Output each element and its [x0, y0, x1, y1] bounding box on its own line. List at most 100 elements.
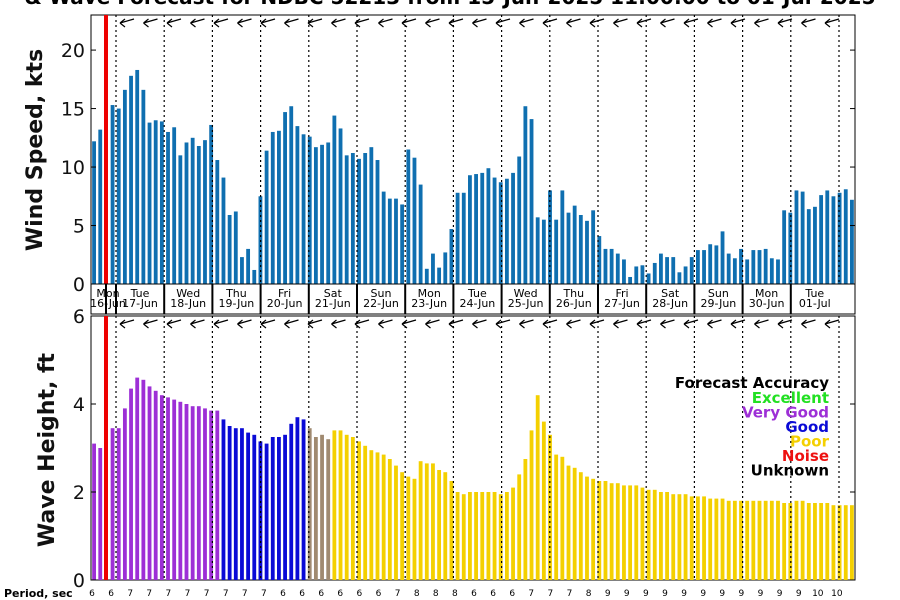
wind-bar	[449, 229, 454, 284]
wave-bar	[628, 485, 633, 580]
wave-y-tick-label: 2	[73, 482, 85, 504]
wind-bar	[166, 131, 170, 284]
period-value: 9	[777, 589, 783, 599]
legend-entry: Good	[785, 418, 829, 436]
wave-bar	[338, 430, 343, 580]
wave-bar	[375, 452, 380, 580]
direction-arrow-icon	[213, 319, 229, 329]
wind-bar	[363, 153, 368, 284]
wind-bar	[572, 205, 577, 284]
direction-arrow-icon	[143, 18, 158, 28]
direction-arrow-icon	[166, 18, 182, 28]
wave-bar	[652, 489, 657, 580]
period-value: 9	[739, 589, 745, 599]
wave-bar	[591, 478, 596, 580]
direction-arrow-icon	[707, 319, 722, 329]
wind-bar	[387, 198, 392, 284]
wind-bar	[813, 206, 817, 284]
wave-bar	[159, 395, 164, 580]
wave-bar	[233, 428, 238, 580]
direction-arrow-icon	[707, 18, 722, 28]
wave-bar	[800, 500, 805, 580]
wave-bar	[702, 496, 706, 580]
direction-arrow-icon	[143, 319, 158, 329]
wind-y-tick-label: 20	[61, 40, 85, 62]
wave-bar	[301, 419, 306, 580]
wave-bar	[769, 500, 774, 580]
period-value: 9	[605, 589, 611, 599]
wave-bar	[468, 492, 472, 580]
day-weekday-label: Sun	[708, 287, 729, 300]
wind-bar	[492, 177, 497, 284]
period-value: 6	[108, 589, 114, 599]
day-weekday-label: Sun	[371, 287, 392, 300]
wave-y-axis-label: Wave Height, ft	[35, 352, 60, 547]
wind-bar	[116, 108, 121, 284]
direction-arrow-icon	[801, 18, 816, 28]
wind-bar	[394, 198, 398, 284]
wind-bar	[455, 192, 460, 284]
wave-bar	[363, 445, 368, 580]
wave-bar	[190, 406, 195, 580]
wave-bar	[732, 500, 737, 580]
wind-bar	[511, 172, 515, 284]
period-value: 7	[528, 589, 534, 599]
direction-arrow-icon	[307, 18, 323, 28]
direction-arrow-icon	[519, 18, 534, 28]
day-date-label: 16-Jun	[90, 297, 126, 310]
wind-bar	[665, 257, 669, 284]
wind-bar	[326, 142, 331, 284]
wind-bar	[806, 209, 811, 284]
wind-bar	[141, 89, 146, 284]
wind-bar	[671, 257, 676, 284]
wind-bar	[597, 236, 602, 284]
wave-bar	[166, 397, 170, 580]
wave-bar	[320, 434, 324, 580]
wave-bar	[264, 443, 269, 580]
wave-bar	[227, 426, 232, 580]
wind-bar	[110, 105, 115, 284]
wind-bar	[221, 177, 226, 284]
direction-arrow-icon	[425, 18, 440, 28]
direction-arrow-icon	[237, 319, 252, 329]
wave-bar	[387, 459, 392, 580]
direction-arrow-icon	[190, 18, 205, 28]
wave-bar	[295, 417, 300, 580]
wave-bar	[437, 470, 442, 580]
wave-bar	[455, 492, 460, 580]
wave-bar	[659, 492, 663, 580]
day-date-label: 20-Jun	[267, 297, 303, 310]
wind-bar	[850, 199, 854, 284]
wind-bar	[375, 160, 380, 284]
wind-bar	[523, 106, 528, 284]
period-value: 6	[337, 589, 343, 599]
day-weekday-label: Wed	[514, 287, 538, 300]
wind-bar	[726, 253, 731, 284]
wave-bar	[141, 379, 146, 580]
wind-bar	[270, 131, 275, 284]
wave-bar	[739, 500, 743, 580]
wind-bar	[153, 120, 158, 285]
wind-bar	[196, 145, 201, 284]
wave-bar	[683, 494, 688, 580]
wind-bar	[591, 210, 596, 284]
direction-arrow-icon	[495, 18, 511, 28]
wave-bar	[751, 500, 756, 580]
direction-arrow-icon	[401, 319, 417, 329]
wave-bar	[492, 492, 497, 580]
wind-bar	[277, 130, 281, 284]
period-value: 10	[831, 589, 843, 599]
wave-bar	[412, 478, 417, 580]
wind-bar	[209, 124, 214, 284]
direction-arrow-icon	[613, 18, 628, 28]
period-value: 9	[796, 589, 802, 599]
direction-arrow-icon	[495, 319, 511, 329]
wave-bar	[671, 494, 676, 580]
wave-bar	[813, 503, 817, 580]
wind-bar	[412, 157, 417, 284]
wave-bar	[129, 388, 133, 580]
direction-arrow-icon	[190, 319, 205, 329]
wave-bar	[326, 439, 331, 580]
direction-arrow-icon	[542, 319, 558, 329]
wave-bar	[850, 505, 854, 580]
